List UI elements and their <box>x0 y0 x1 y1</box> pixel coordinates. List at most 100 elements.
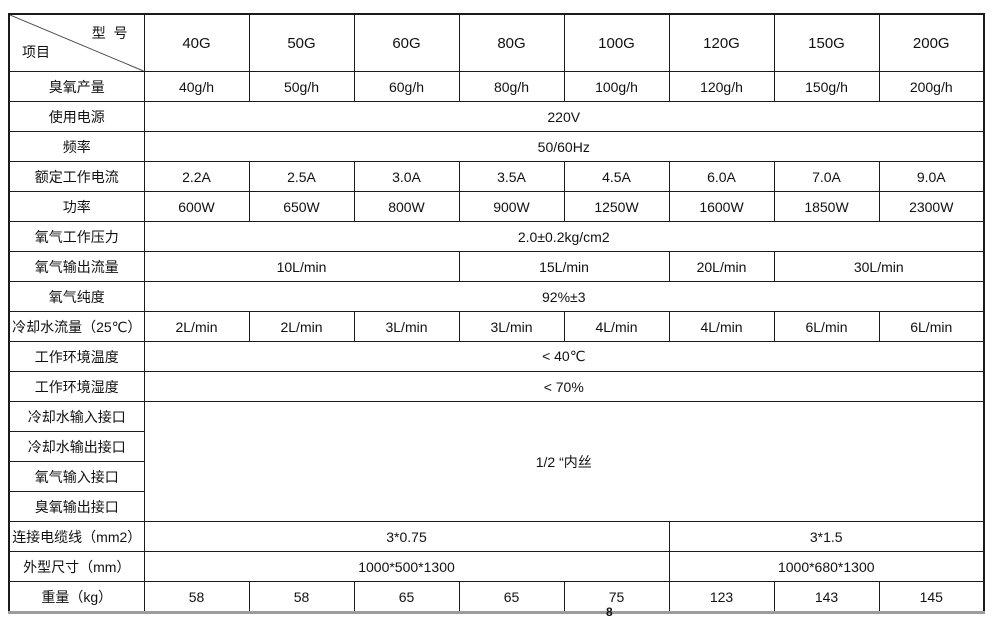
spec-cell: 900W <box>458 191 565 222</box>
spec-cell: 60g/h <box>353 71 460 102</box>
spec-cell: 2.5A <box>248 161 355 192</box>
spec-cell: 2.0±0.2kg/cm2 <box>143 221 985 252</box>
table-row-power: 功率 600W 650W 800W 900W 1250W 1600W 1850W… <box>8 191 985 222</box>
row-label: 臭氧输出接口 <box>8 491 145 522</box>
spec-cell: 7.0A <box>773 161 880 192</box>
spec-cell: 600W <box>143 191 250 222</box>
spec-cell: 4L/min <box>563 311 670 342</box>
row-label: 频率 <box>8 131 145 162</box>
spec-cell: 100g/h <box>563 71 670 102</box>
table-row-working-humidity: 工作环境湿度 < 70% <box>8 371 985 402</box>
row-label: 工作环境温度 <box>8 341 145 372</box>
spec-table: 型 号 项目 40G 50G 60G 80G 100G 120G 150G 20… <box>8 13 985 614</box>
spec-cell: 2300W <box>878 191 985 222</box>
row-label: 氧气工作压力 <box>8 221 145 252</box>
model-header: 40G <box>143 13 250 72</box>
corner-model-label: 型 号 <box>91 25 128 41</box>
table-row-ozone-output: 臭氧产量 40g/h 50g/h 60g/h 80g/h 100g/h 120g… <box>8 71 985 102</box>
spec-cell: 6.0A <box>668 161 775 192</box>
model-header: 60G <box>353 13 460 72</box>
table-row-oxygen-flow: 氧气输出流量 10L/min 15L/min 20L/min 30L/min <box>8 251 985 282</box>
table-row-frequency: 频率 50/60Hz <box>8 131 985 162</box>
spec-cell: 220V <box>143 101 985 132</box>
spec-cell: 6L/min <box>773 311 880 342</box>
row-label: 功率 <box>8 191 145 222</box>
spec-cell: 3*1.5 <box>668 521 985 552</box>
table-row-working-temp: 工作环境温度 < 40℃ <box>8 341 985 372</box>
row-label: 冷却水流量（25℃） <box>8 311 145 342</box>
spec-cell: < 40℃ <box>143 341 985 372</box>
table-row-weight: 重量（kg） 58 58 65 65 75 123 143 145 <box>8 581 985 613</box>
spec-cell: 58 <box>248 581 355 613</box>
table-row-oxygen-purity: 氧气纯度 92%±3 <box>8 281 985 312</box>
table-row-cable: 连接电缆线（mm2） 3*0.75 3*1.5 <box>8 521 985 552</box>
table-row-oxygen-inlet: 氧气输入接口 <box>8 461 984 492</box>
model-header: 120G <box>668 13 775 72</box>
spec-cell: 58 <box>143 581 250 613</box>
spec-cell: 20L/min <box>668 251 775 282</box>
spec-cell: 3*0.75 <box>143 521 670 552</box>
spec-cell: 65 <box>458 581 565 613</box>
row-label: 冷却水输入接口 <box>8 401 145 432</box>
row-label: 使用电源 <box>8 101 145 132</box>
spec-cell: 2.2A <box>143 161 250 192</box>
spec-cell: 800W <box>353 191 460 222</box>
row-label: 额定工作电流 <box>8 161 145 192</box>
row-label: 工作环境湿度 <box>8 371 145 402</box>
spec-cell: 2L/min <box>143 311 250 342</box>
spec-cell: 3L/min <box>353 311 460 342</box>
spec-cell: 75 <box>563 581 670 613</box>
model-header: 50G <box>248 13 355 72</box>
spec-cell: 80g/h <box>458 71 565 102</box>
spec-cell: 120g/h <box>668 71 775 102</box>
model-header: 150G <box>773 13 880 72</box>
spec-cell: 4L/min <box>668 311 775 342</box>
model-header: 80G <box>458 13 565 72</box>
spec-cell: 1/2 “内丝 <box>143 401 985 522</box>
spec-cell: 1850W <box>773 191 880 222</box>
row-label: 氧气纯度 <box>8 281 145 312</box>
table-header-row: 型 号 项目 40G 50G 60G 80G 100G 120G 150G 20… <box>8 13 985 72</box>
row-label: 连接电缆线（mm2） <box>8 521 145 552</box>
spec-cell: 9.0A <box>878 161 985 192</box>
corner-item-label: 项目 <box>22 44 50 60</box>
spec-cell: 6L/min <box>878 311 985 342</box>
model-header: 200G <box>878 13 985 72</box>
row-label: 重量（kg） <box>8 581 145 613</box>
spec-cell: 200g/h <box>878 71 985 102</box>
spec-cell: 1250W <box>563 191 670 222</box>
spec-cell: 10L/min <box>143 251 460 282</box>
table-row-cooling-water-flow: 冷却水流量（25℃） 2L/min 2L/min 3L/min 3L/min 4… <box>8 311 985 342</box>
spec-cell: 150g/h <box>773 71 880 102</box>
spec-cell: 50/60Hz <box>143 131 985 162</box>
spec-cell: 2L/min <box>248 311 355 342</box>
table-row-dimensions: 外型尺寸（mm） 1000*500*1300 1000*680*1300 <box>8 551 985 582</box>
row-label: 氧气输出流量 <box>8 251 145 282</box>
table-row-oxygen-pressure: 氧气工作压力 2.0±0.2kg/cm2 <box>8 221 985 252</box>
model-header: 100G <box>563 13 670 72</box>
row-label: 外型尺寸（mm） <box>8 551 145 582</box>
spec-cell: 65 <box>353 581 460 613</box>
row-label: 冷却水输出接口 <box>8 431 145 462</box>
diagonal-divider <box>10 15 143 71</box>
spec-cell: 3L/min <box>458 311 565 342</box>
row-label: 臭氧产量 <box>8 71 145 102</box>
spec-cell: 4.5A <box>563 161 670 192</box>
spec-cell: 1000*500*1300 <box>143 551 670 582</box>
spec-cell: 15L/min <box>458 251 670 282</box>
corner-cell: 型 号 项目 <box>8 13 145 72</box>
spec-cell: 30L/min <box>773 251 985 282</box>
row-label: 氧气输入接口 <box>8 461 145 492</box>
spec-cell: 1000*680*1300 <box>668 551 985 582</box>
spec-cell: 145 <box>878 581 985 613</box>
page-number: 8 <box>606 605 613 619</box>
spec-cell: 50g/h <box>248 71 355 102</box>
spec-cell: 3.0A <box>353 161 460 192</box>
table-row-cooling-water-outlet: 冷却水输出接口 <box>8 431 984 462</box>
spec-cell: < 70% <box>143 371 985 402</box>
spec-cell: 143 <box>773 581 880 613</box>
spec-cell: 40g/h <box>143 71 250 102</box>
spec-cell: 650W <box>248 191 355 222</box>
spec-cell: 92%±3 <box>143 281 985 312</box>
table-row-rated-current: 额定工作电流 2.2A 2.5A 3.0A 3.5A 4.5A 6.0A 7.0… <box>8 161 985 192</box>
